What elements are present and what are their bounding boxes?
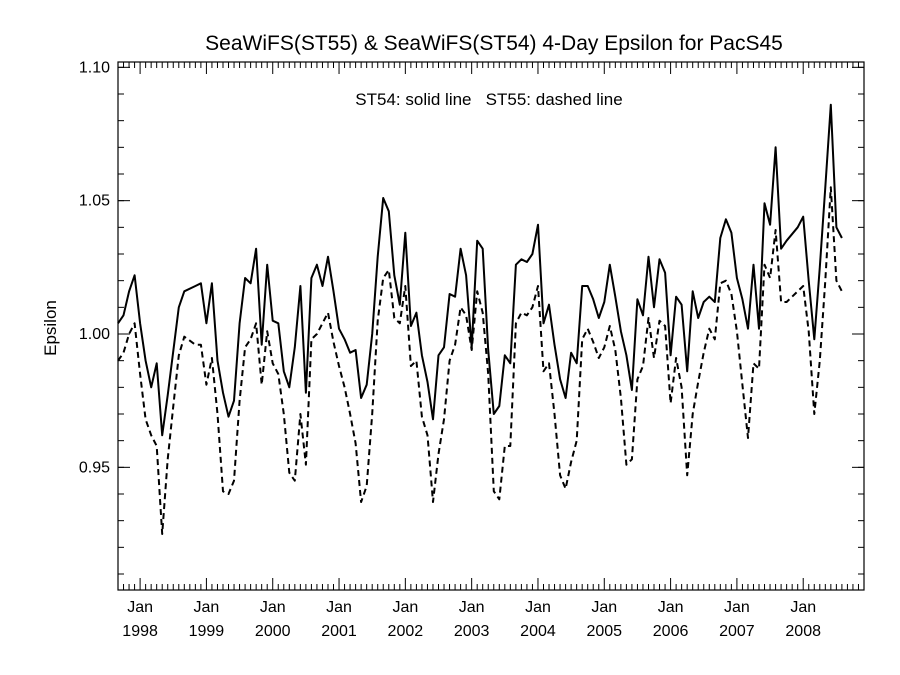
x-tick-month-label: Jan	[525, 599, 551, 616]
x-tick-year-label: 1998	[122, 623, 158, 640]
x-tick-year-label: 2006	[653, 623, 689, 640]
x-tick-year-label: 1999	[189, 623, 225, 640]
x-tick-year-label: 2001	[321, 623, 357, 640]
x-tick-month-label: Jan	[194, 599, 220, 616]
x-tick-month-label: Jan	[392, 599, 418, 616]
plot-frame	[117, 61, 865, 591]
x-tick-month-label: Jan	[658, 599, 684, 616]
y-tick-label: 1.00	[79, 326, 110, 343]
x-tick-month-label: Jan	[790, 599, 816, 616]
x-tick-year-label: 2005	[586, 623, 622, 640]
series-line-st55	[117, 186, 843, 535]
y-axis-label: Epsilon	[41, 300, 60, 356]
y-tick-label: 0.95	[79, 459, 110, 476]
x-tick-month-label: Jan	[459, 599, 485, 616]
series-layer	[117, 103, 843, 535]
y-tick-label: 1.10	[79, 59, 110, 76]
x-tick-month-label: Jan	[127, 599, 153, 616]
x-tick-month-label: Jan	[260, 599, 286, 616]
x-tick-month-label: Jan	[591, 599, 617, 616]
series-annotation: ST54: solid line ST55: dashed line	[355, 90, 622, 109]
x-tick-month-label: Jan	[724, 599, 750, 616]
series-line-st54	[117, 103, 843, 437]
x-axis-ticks: Jan 1998 Jan 1999 Jan 2000 Jan 2001 Jan 2002 Jan 20…	[117, 62, 865, 640]
x-tick-year-label: 2003	[454, 623, 490, 640]
x-tick-year-label: 2004	[520, 623, 556, 640]
x-tick-year-label: 2002	[388, 623, 424, 640]
chart-title: SeaWiFS(ST55) & SeaWiFS(ST54) 4-Day Epsi…	[205, 32, 783, 55]
y-tick-label: 1.05	[79, 193, 110, 210]
x-tick-month-label: Jan	[326, 599, 352, 616]
x-tick-year-label: 2000	[255, 623, 291, 640]
x-tick-year-label: 2007	[719, 623, 755, 640]
x-tick-year-label: 2008	[785, 623, 821, 640]
